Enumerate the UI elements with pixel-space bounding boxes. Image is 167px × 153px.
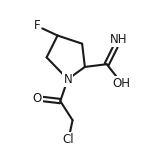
Text: OH: OH xyxy=(113,77,131,90)
Text: Cl: Cl xyxy=(63,133,74,146)
Text: NH: NH xyxy=(110,33,128,46)
Text: F: F xyxy=(34,19,40,32)
Text: N: N xyxy=(63,73,72,86)
Text: O: O xyxy=(32,92,42,105)
